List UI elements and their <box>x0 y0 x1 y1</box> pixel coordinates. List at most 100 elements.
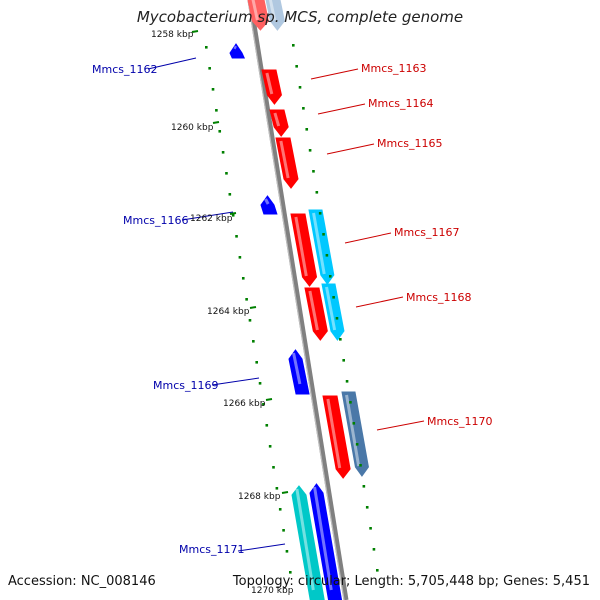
gc-right-dot <box>325 254 329 257</box>
feature-top-red-highlight <box>251 0 259 21</box>
gene-arrow-mmcs-1167-b-highlight <box>312 212 326 275</box>
gc-right-dot <box>355 443 359 446</box>
gc-left-dot <box>248 319 252 322</box>
leader-line <box>181 211 234 221</box>
gc-track <box>205 44 379 574</box>
feature-top-steel[interactable] <box>264 0 285 31</box>
leader-line <box>344 232 392 244</box>
gc-right-dot <box>339 338 342 341</box>
gene-arrow-mmcs-1168-b[interactable] <box>321 283 345 341</box>
gene-arrow-mmcs-1171[interactable] <box>309 483 343 600</box>
tick-mark <box>281 491 289 494</box>
gene-arrow-mmcs-1163[interactable] <box>261 69 282 105</box>
tick-label: 1266 kbp <box>223 399 266 409</box>
gc-right-dot <box>322 233 325 236</box>
gene-arrow-mmcs-1165-highlight <box>279 140 290 179</box>
gc-right-dot <box>362 485 366 488</box>
gc-right-dot <box>315 191 319 194</box>
leader-line <box>326 143 375 155</box>
gene-label-mmcs-1163[interactable]: Mmcs_1163 <box>361 62 426 75</box>
gene-label-mmcs-1170[interactable]: Mmcs_1170 <box>427 415 492 428</box>
gc-left-dot <box>268 445 272 448</box>
gc-right-dot <box>308 149 312 152</box>
gc-left-dot <box>289 571 292 574</box>
gene-arrow-mmcs-1167[interactable] <box>290 213 318 287</box>
gene-label-layer: Mmcs_1162 Mmcs_1163 Mmcs_1164 Mmcs_1165 … <box>92 57 492 556</box>
tick-label: 1264 kbp <box>207 307 250 317</box>
gene-arrow-mmcs-1164-highlight <box>273 112 281 127</box>
gc-right-dot <box>318 212 322 215</box>
tick-mark <box>212 121 220 124</box>
gene-arrow-mmcs-1165[interactable] <box>275 137 299 189</box>
leader-line <box>376 420 425 431</box>
gc-right-dot <box>365 506 369 509</box>
gc-left-dot <box>235 235 238 238</box>
gene-arrow-mmcs-1169-highlight <box>292 352 302 385</box>
gc-left-dot <box>218 130 222 133</box>
tick-mark <box>229 212 237 215</box>
feature-top-red[interactable] <box>246 0 269 31</box>
gc-right-dot <box>335 317 339 320</box>
gc-left-dot <box>252 340 255 343</box>
gc-left-dot <box>241 277 245 280</box>
gc-left-dot <box>278 508 282 511</box>
gc-left-dot <box>238 256 242 259</box>
gene-label-mmcs-1164[interactable]: Mmcs_1164 <box>368 97 433 110</box>
gene-arrow-mmcs-1163-highlight <box>265 72 274 95</box>
gene-label-mmcs-1165[interactable]: Mmcs_1165 <box>377 137 442 150</box>
feature-top-steel-highlight <box>268 0 277 21</box>
gc-right-dot <box>369 527 372 530</box>
gene-arrow-mmcs-1171-highlight <box>313 486 333 591</box>
gene-arrow-mmcs-1170[interactable] <box>322 395 351 479</box>
gc-right-dot <box>332 296 335 299</box>
leader-line <box>355 296 404 308</box>
gene-label-mmcs-1162[interactable]: Mmcs_1162 <box>92 63 157 76</box>
gc-right-dot <box>345 380 349 383</box>
gc-right-dot <box>298 86 302 89</box>
gene-arrow-mmcs-1170-highlight <box>326 398 342 469</box>
gc-left-dot <box>272 466 275 469</box>
gene-arrow-mmcs-1171-teal-highlight <box>295 488 315 591</box>
gene-label-mmcs-1166[interactable]: Mmcs_1166 <box>123 214 188 227</box>
gene-arrow-mmcs-1167-b[interactable] <box>308 209 335 285</box>
gc-right-dot <box>352 422 356 425</box>
gene-arrow-mmcs-1166[interactable] <box>260 195 278 215</box>
gene-arrow-mmcs-1166-highlight <box>264 198 270 205</box>
leader-line <box>211 377 260 386</box>
gc-left-dot <box>228 193 232 196</box>
gene-arrow-mmcs-1170-b[interactable] <box>341 391 369 477</box>
gc-right-dot <box>292 44 295 47</box>
gene-arrow-mmcs-1162[interactable] <box>229 43 246 59</box>
tick-label: 1268 kbp <box>238 492 281 502</box>
tick-mark <box>249 306 257 309</box>
gene-label-mmcs-1167[interactable]: Mmcs_1167 <box>394 226 459 239</box>
gc-left-dot <box>205 46 208 49</box>
gene-arrow-mmcs-1171-teal[interactable] <box>291 485 325 600</box>
gene-arrow-mmcs-1169[interactable] <box>288 349 310 395</box>
gene-arrow-mmcs-1162-highlight <box>233 45 237 50</box>
gc-left-dot <box>285 550 289 553</box>
gc-left-dot <box>211 88 215 91</box>
gc-left-dot <box>225 172 228 175</box>
gene-arrow-mmcs-1168-highlight <box>308 290 319 331</box>
gc-right-dot <box>342 359 345 362</box>
gene-arrow-mmcs-1168[interactable] <box>304 287 328 341</box>
gene-arrow-mmcs-1164[interactable] <box>269 109 289 137</box>
genome-backbone <box>247 0 349 600</box>
gc-left-dot <box>221 151 225 154</box>
leader-line <box>237 543 286 552</box>
gc-right-dot <box>349 401 352 404</box>
gene-arrow-mmcs-1168-b-highlight <box>325 286 337 331</box>
topology-text: Topology: circular; Length: 5,705,448 bp… <box>232 574 590 589</box>
tick-label: 1260 kbp <box>171 123 214 133</box>
gc-left-dot <box>255 361 258 364</box>
gene-label-mmcs-1171[interactable]: Mmcs_1171 <box>179 543 244 556</box>
gc-right-dot <box>295 65 298 68</box>
leader-line <box>310 68 359 80</box>
feature-layer <box>229 0 369 600</box>
gc-left-dot <box>258 382 262 385</box>
gene-label-mmcs-1168[interactable]: Mmcs_1168 <box>406 291 471 304</box>
tick-mark <box>265 398 273 401</box>
gene-label-mmcs-1169[interactable]: Mmcs_1169 <box>153 379 218 392</box>
